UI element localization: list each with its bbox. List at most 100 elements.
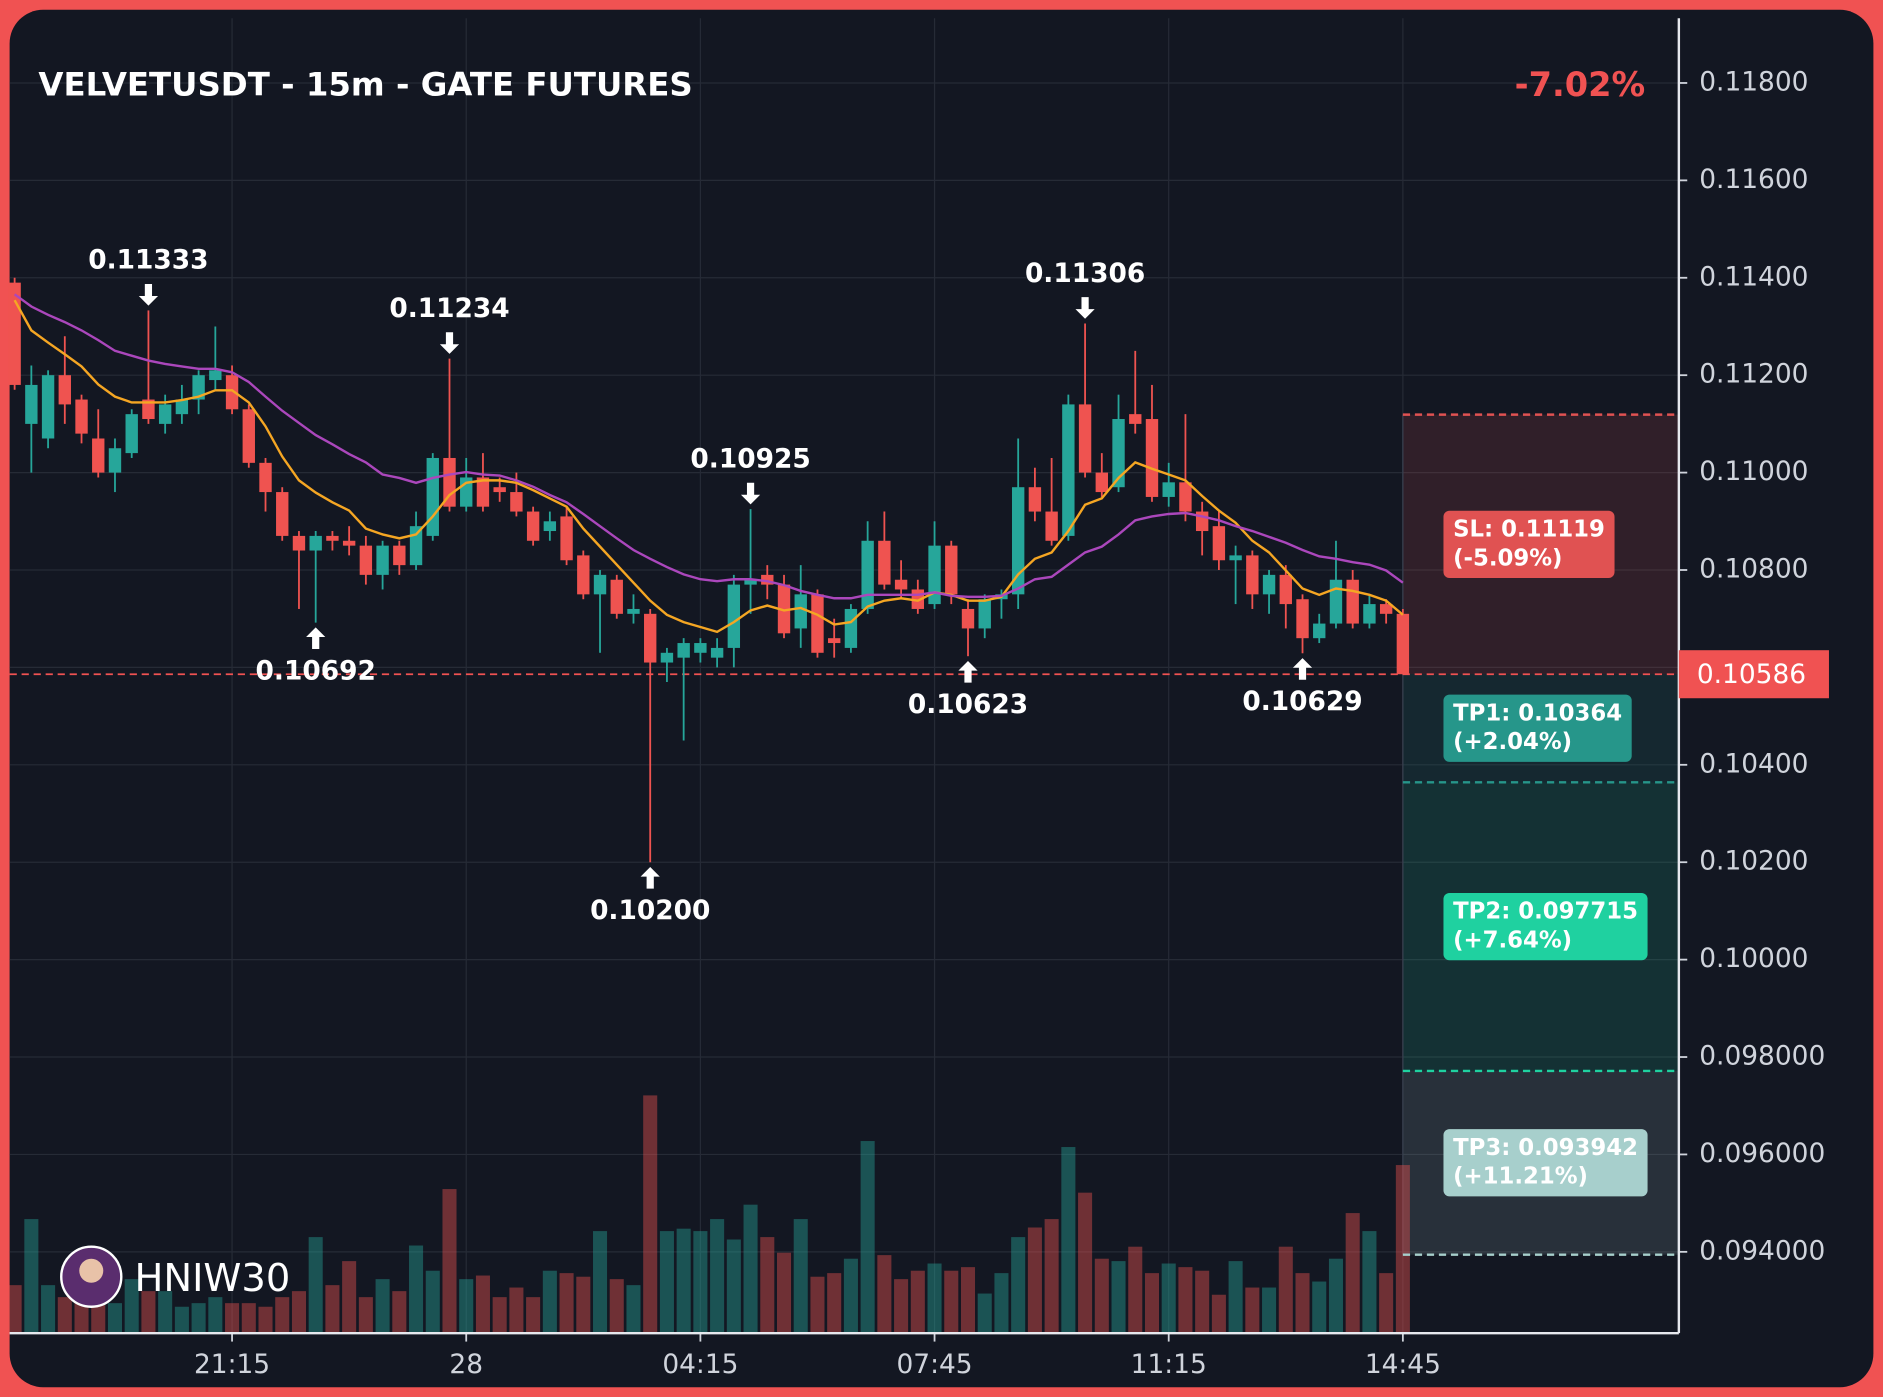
volume-bar	[1128, 1246, 1143, 1334]
volume-bar	[7, 1285, 22, 1334]
volume-bar	[459, 1279, 474, 1334]
volume-bar	[1044, 1219, 1059, 1334]
level-label-box	[1443, 694, 1632, 762]
candle-body	[710, 647, 724, 658]
volume-bar	[626, 1285, 641, 1334]
volume-bar	[1245, 1287, 1260, 1334]
y-tick-label: 0.11200	[1699, 359, 1808, 390]
y-tick-label: 0.10000	[1699, 943, 1808, 974]
volume-bar	[375, 1279, 390, 1334]
volume-bar	[124, 1279, 139, 1334]
volume-bar	[793, 1219, 808, 1334]
level-label: TP1: 0.10364 (+2.04%)	[1443, 694, 1632, 762]
candle-body	[510, 492, 523, 512]
volume-bar	[1144, 1273, 1160, 1334]
volume-bar	[442, 1189, 457, 1334]
candle-body	[744, 579, 757, 585]
volume-bar	[1262, 1287, 1277, 1334]
volume-bar	[509, 1287, 524, 1334]
candle-body	[878, 540, 891, 585]
volume-bar	[960, 1267, 976, 1334]
candle-body	[493, 487, 506, 493]
low-arrow	[1292, 658, 1313, 680]
volume-bar	[760, 1237, 775, 1334]
candle-body	[1279, 574, 1292, 605]
candle-body	[443, 457, 456, 507]
volume-bar	[475, 1275, 490, 1334]
candle-body	[309, 535, 322, 551]
candle-body	[1296, 599, 1309, 639]
level-label-sub: (+7.64%)	[1453, 928, 1572, 954]
candle-body	[1379, 604, 1393, 614]
volume-bar	[542, 1270, 557, 1334]
x-tick-label: 21:15	[194, 1349, 270, 1380]
last-price-label: 0.10586	[1697, 659, 1806, 690]
volume-bar	[158, 1291, 173, 1334]
candle-body	[158, 404, 172, 424]
candle-body	[945, 545, 958, 595]
candle-body	[811, 594, 824, 653]
level-label-box	[1443, 892, 1648, 961]
volume-bar	[1379, 1273, 1394, 1334]
level-label-sub: (-5.09%)	[1453, 545, 1562, 571]
candle-body	[1179, 482, 1192, 512]
high-arrow	[138, 283, 159, 306]
level-label-box	[1443, 1129, 1648, 1197]
candle-body	[125, 414, 138, 454]
volume-bar	[559, 1273, 574, 1334]
volume-bar	[392, 1291, 407, 1334]
x-tick-label: 07:45	[896, 1349, 972, 1380]
volume-bar	[827, 1273, 842, 1334]
volume-bar	[1011, 1237, 1026, 1334]
volume-bar	[191, 1303, 206, 1334]
candle-body	[242, 409, 255, 463]
candle-body	[276, 492, 289, 536]
volume-bar	[810, 1276, 825, 1334]
volume-bar	[208, 1297, 223, 1334]
candle-body	[108, 448, 122, 473]
candle-body	[978, 599, 991, 629]
level-label: SL: 0.11119(-5.09%)	[1443, 510, 1615, 579]
volume-bar	[977, 1293, 992, 1334]
candle-body	[142, 399, 155, 420]
volume-bar	[710, 1219, 725, 1334]
candle-body	[192, 375, 205, 400]
candle-body	[1028, 487, 1042, 512]
x-tick-label: 14:45	[1365, 1349, 1441, 1380]
volume-bar	[1161, 1263, 1176, 1334]
low-arrow	[958, 661, 978, 683]
level-label: TP2: 0.097715 (+7.64%)	[1443, 892, 1648, 961]
candle-body	[1329, 579, 1343, 624]
candle-body	[1145, 419, 1159, 497]
candle-body	[526, 511, 540, 541]
candle-body	[694, 643, 707, 653]
volume-bar	[526, 1297, 541, 1334]
volume-bar	[1328, 1258, 1343, 1334]
volume-bar	[726, 1239, 741, 1334]
candle-body	[644, 613, 657, 663]
volume-bar	[1111, 1261, 1126, 1334]
high-label: 0.10925	[690, 443, 810, 474]
volume-bar	[225, 1303, 240, 1334]
candle-body	[627, 608, 640, 614]
candle-body	[677, 643, 690, 658]
candle-body	[1262, 574, 1276, 595]
chart-background	[9, 9, 1874, 1388]
candle-body	[1078, 404, 1092, 473]
candle-body	[761, 574, 774, 585]
candle-body	[409, 526, 423, 566]
level-label-box	[1443, 510, 1615, 579]
last-price-tag	[1678, 650, 1829, 699]
volume-bar	[676, 1228, 691, 1334]
volume-bar	[910, 1270, 925, 1334]
candle-body	[961, 608, 975, 629]
candle-body	[660, 652, 674, 663]
volume-bar	[342, 1261, 357, 1334]
candle-body	[1095, 472, 1108, 493]
candle-body	[828, 638, 841, 644]
candle-body	[1129, 414, 1142, 424]
candle-body	[1229, 555, 1242, 561]
volume-bar	[174, 1306, 189, 1334]
y-tick-label: 0.094000	[1699, 1235, 1825, 1266]
volume-bar	[492, 1297, 507, 1334]
